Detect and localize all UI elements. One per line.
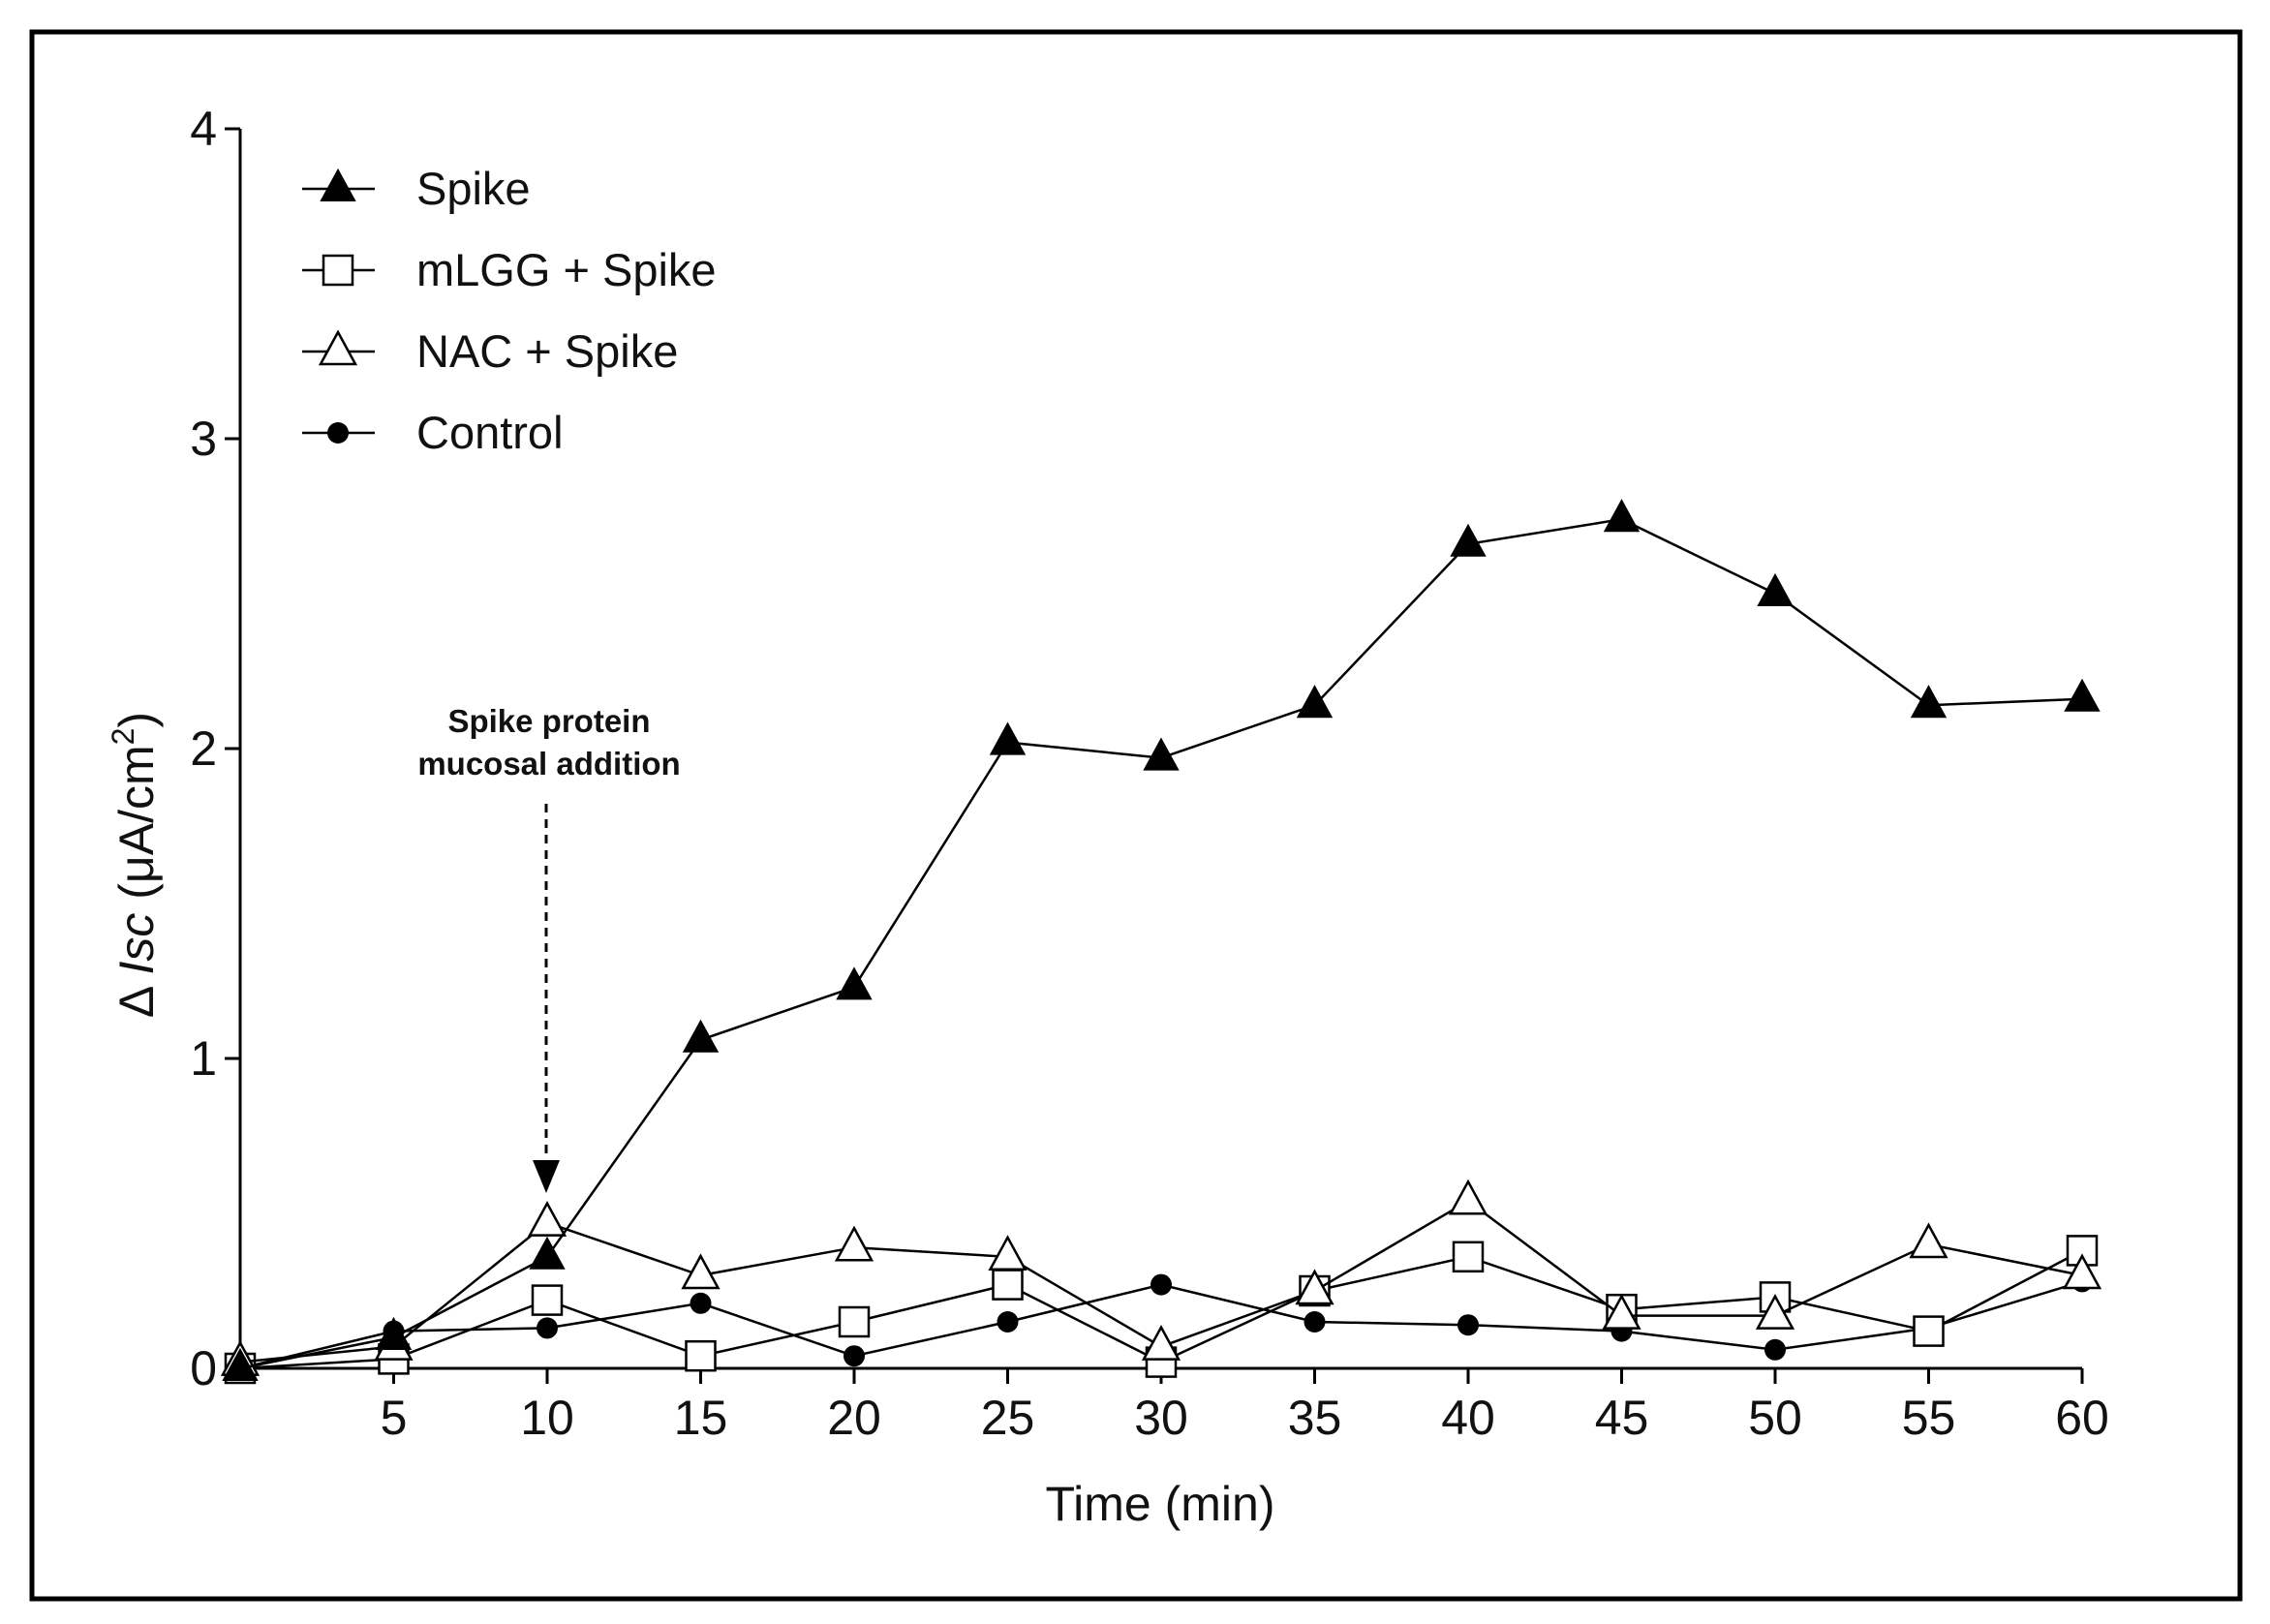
figure-border: [29, 29, 2243, 1602]
y-axis-label-superscript: 2: [106, 728, 140, 746]
series-line: [239, 517, 2083, 1370]
y-axis-label-italic: Isc: [109, 913, 164, 975]
annotation-line2: mucosal addition: [417, 746, 680, 781]
x-axis-label: Time (min): [1045, 1477, 1274, 1531]
data-point: [1909, 1222, 1948, 1259]
data-point: [1141, 1324, 1181, 1361]
data-point: [1296, 685, 1334, 719]
x-tick-label: 5: [381, 1391, 408, 1445]
y-tick-label: 2: [190, 721, 217, 776]
data-point: [1304, 1311, 1326, 1333]
legend-marker: [327, 422, 349, 444]
data-point: [1603, 499, 1641, 533]
data-point: [222, 1347, 259, 1381]
x-tick-label: 30: [1134, 1391, 1188, 1445]
legend-item: Spike: [302, 163, 531, 214]
x-tick-label: 40: [1441, 1391, 1495, 1445]
data-point: [844, 1345, 865, 1367]
data-point: [1757, 572, 1794, 606]
y-axis-label-suffix: ): [109, 712, 164, 728]
data-point: [529, 1236, 566, 1270]
x-tick-label: 25: [981, 1391, 1035, 1445]
y-tick-label: 4: [190, 102, 217, 156]
y-axis-label: Δ Isc (μA/cm2): [106, 712, 164, 1018]
data-point: [988, 1235, 1028, 1272]
data-point: [992, 1269, 1024, 1301]
data-point: [1910, 685, 1948, 719]
x-tick-label: 50: [1748, 1391, 1802, 1445]
data-point: [997, 1311, 1019, 1333]
series-mlgg-spike: [224, 1235, 2099, 1385]
data-point: [838, 1305, 871, 1338]
data-point: [1450, 523, 1487, 557]
data-point: [989, 721, 1027, 755]
series-spike: [222, 499, 2101, 1381]
legend-label: Spike: [416, 163, 531, 214]
legend-label: mLGG + Spike: [416, 244, 717, 295]
data-point: [1457, 1314, 1479, 1336]
data-point: [682, 1019, 720, 1053]
legend-label: Control: [416, 407, 564, 458]
data-point: [685, 1339, 717, 1372]
y-tick-label: 3: [190, 412, 217, 466]
data-point: [2062, 1253, 2102, 1290]
data-point: [1755, 1293, 1795, 1330]
data-point: [1452, 1241, 1485, 1273]
data-point: [2064, 678, 2101, 712]
x-tick-label: 20: [827, 1391, 881, 1445]
data-point: [1143, 737, 1180, 771]
series-nac-spike: [220, 1179, 2102, 1376]
y-tick-label: 0: [190, 1341, 217, 1395]
data-point: [1602, 1293, 1641, 1330]
y-axis-label-prefix: Δ: [109, 975, 164, 1019]
legend-marker: [320, 168, 356, 201]
legend-item: Control: [302, 407, 564, 458]
data-point: [1764, 1338, 1786, 1361]
x-tick-label: 35: [1288, 1391, 1342, 1445]
x-tick-label: 55: [1902, 1391, 1956, 1445]
data-point: [1448, 1179, 1488, 1215]
legend-label: NAC + Spike: [416, 325, 678, 377]
data-point: [531, 1284, 564, 1316]
legend-marker: [318, 329, 358, 366]
y-axis-label-unit: (μA/cm: [109, 745, 164, 912]
annotation-line1: Spike protein: [447, 703, 650, 739]
annotation-arrowhead: [533, 1160, 560, 1193]
data-point: [1150, 1273, 1172, 1296]
legend-item: mLGG + Spike: [302, 244, 717, 295]
legend: Spike mLGG + Spike NAC + Spike Control: [302, 163, 717, 458]
legend-item: NAC + Spike: [302, 325, 678, 377]
data-point: [527, 1200, 568, 1237]
data-point: [375, 1316, 413, 1350]
data-point: [834, 1225, 874, 1262]
data-point: [836, 966, 873, 1000]
data-point: [690, 1292, 712, 1314]
x-tick-label: 45: [1595, 1391, 1649, 1445]
x-tick-label: 15: [674, 1391, 728, 1445]
data-point: [1913, 1315, 1945, 1347]
y-tick-label: 1: [190, 1031, 217, 1086]
series-layer: [220, 499, 2102, 1385]
legend-marker: [322, 254, 354, 287]
annotation: Spike protein mucosal addition: [417, 703, 681, 1193]
x-tick-label: 10: [520, 1391, 574, 1445]
data-point: [1295, 1269, 1334, 1305]
data-point: [681, 1253, 721, 1290]
x-tick-label: 60: [2055, 1391, 2109, 1445]
data-point: [537, 1317, 558, 1339]
